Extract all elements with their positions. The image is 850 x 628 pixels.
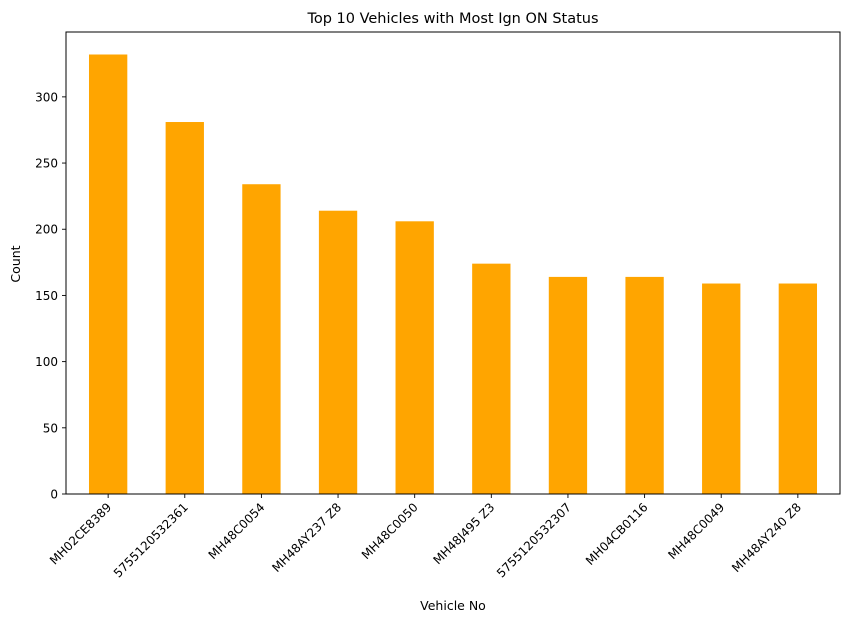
x-tick-label: MH02CE8389 <box>47 500 114 567</box>
x-tick-label: MH48J495 Z3 <box>430 500 497 567</box>
bar-9 <box>702 283 741 494</box>
x-tick-label: MH48AY240 Z8 <box>729 500 804 575</box>
chart-title: Top 10 Vehicles with Most Ign ON Status <box>306 11 598 27</box>
bars-layer <box>88 54 818 495</box>
y-tick-label: 300 <box>35 90 58 104</box>
y-tick-label: 0 <box>50 488 58 502</box>
bar-3 <box>242 184 281 495</box>
y-tick-label: 50 <box>43 421 58 435</box>
x-tick-label: 575512053236​1 <box>111 500 191 580</box>
bar-4 <box>318 210 358 494</box>
y-tick-label: 100 <box>35 355 58 369</box>
plot-frame <box>65 31 841 495</box>
bar-6 <box>472 263 511 494</box>
x-tick-label: MH48C0054 <box>206 500 268 562</box>
x-tick-label: MH48C0050 <box>359 500 421 562</box>
y-axis: 0 50 100 150 200 250 300 <box>35 90 66 502</box>
bar-2 <box>165 122 204 495</box>
bar-5 <box>395 221 434 495</box>
y-axis-label: Count <box>8 245 23 282</box>
bar-7 <box>548 276 588 494</box>
y-tick-label: 200 <box>35 223 58 237</box>
x-tick-label: 575512053230​7 <box>494 500 574 580</box>
x-tick-label: MH48AY237 Z8 <box>269 500 344 575</box>
x-tick-label: MH04CB0116 <box>583 500 651 568</box>
x-axis-label: Vehicle No <box>420 598 486 613</box>
bar-8 <box>625 276 664 494</box>
y-tick-label: 250 <box>35 157 58 171</box>
bar-1 <box>88 54 128 494</box>
bar-10 <box>778 283 818 494</box>
y-tick-label: 150 <box>35 289 58 303</box>
x-tick-label: MH48C0049 <box>665 500 727 562</box>
